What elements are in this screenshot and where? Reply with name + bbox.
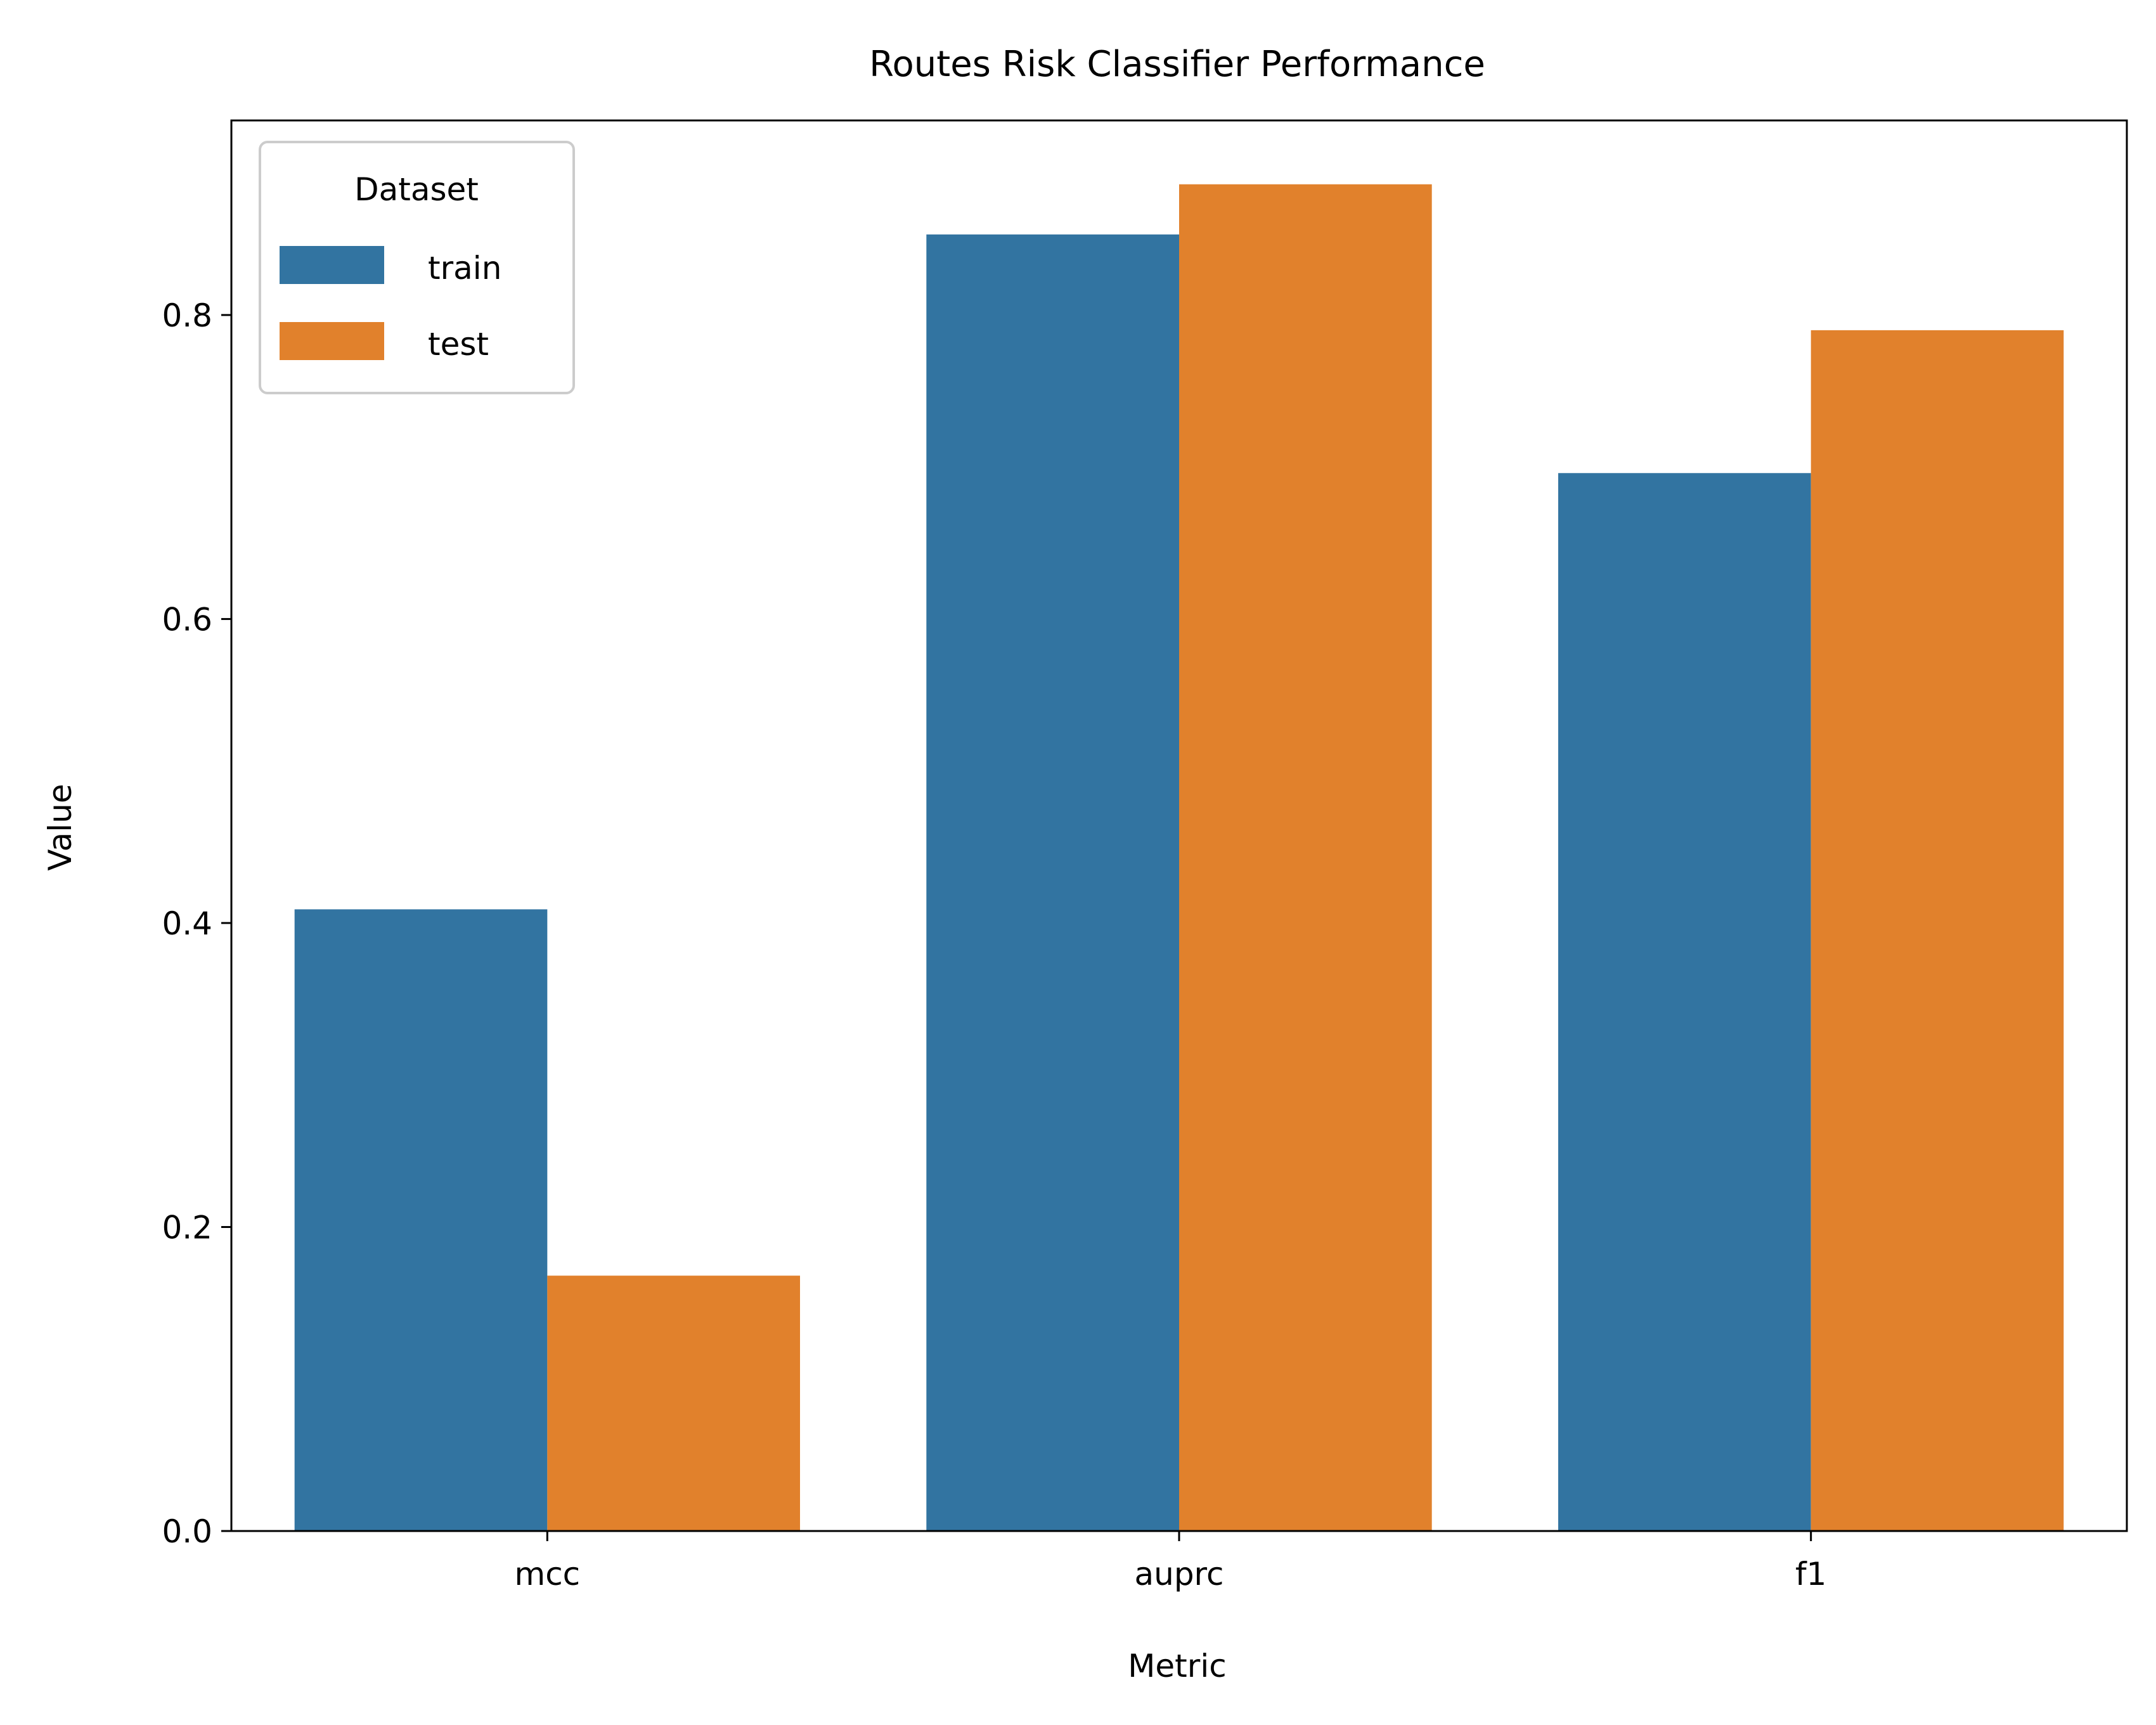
- y-tick-label: 0.8: [162, 297, 212, 334]
- x-tick-label-mcc: mcc: [514, 1556, 580, 1593]
- y-tick-label: 0.4: [162, 905, 212, 942]
- x-tick-label-f1: f1: [1795, 1556, 1826, 1593]
- y-tick-label: 0.0: [162, 1513, 212, 1550]
- legend: Dataset train test: [259, 141, 575, 394]
- bars-layer: [294, 184, 2064, 1532]
- bar-test-f1: [1811, 330, 2064, 1532]
- bar-test-auprc: [1179, 184, 1432, 1531]
- legend-swatch-test: [280, 322, 384, 360]
- plot-frame: [230, 119, 2128, 1532]
- x-axis-label: Metric: [1128, 1648, 1226, 1684]
- legend-title: Dataset: [354, 171, 479, 208]
- y-tick-label: 0.6: [162, 601, 212, 638]
- bar-train-auprc: [926, 234, 1179, 1531]
- y-axis-label: Value: [42, 784, 79, 870]
- bar-test-mcc: [547, 1276, 800, 1531]
- legend-label-train: train: [428, 250, 501, 287]
- x-tick-label-auprc: auprc: [1134, 1556, 1223, 1593]
- bar-train-mcc: [294, 909, 548, 1531]
- legend-swatch-train: [280, 246, 384, 284]
- legend-label-test: test: [428, 326, 489, 363]
- x-axis-ticks: mcc auprc f1: [514, 1531, 1826, 1593]
- bar-train-f1: [1558, 473, 1811, 1531]
- y-axis-ticks: 0.0 0.2 0.4 0.6 0.8: [162, 297, 231, 1550]
- chart-title: Routes Risk Classifier Performance: [869, 44, 1485, 85]
- y-tick-label: 0.2: [162, 1209, 212, 1246]
